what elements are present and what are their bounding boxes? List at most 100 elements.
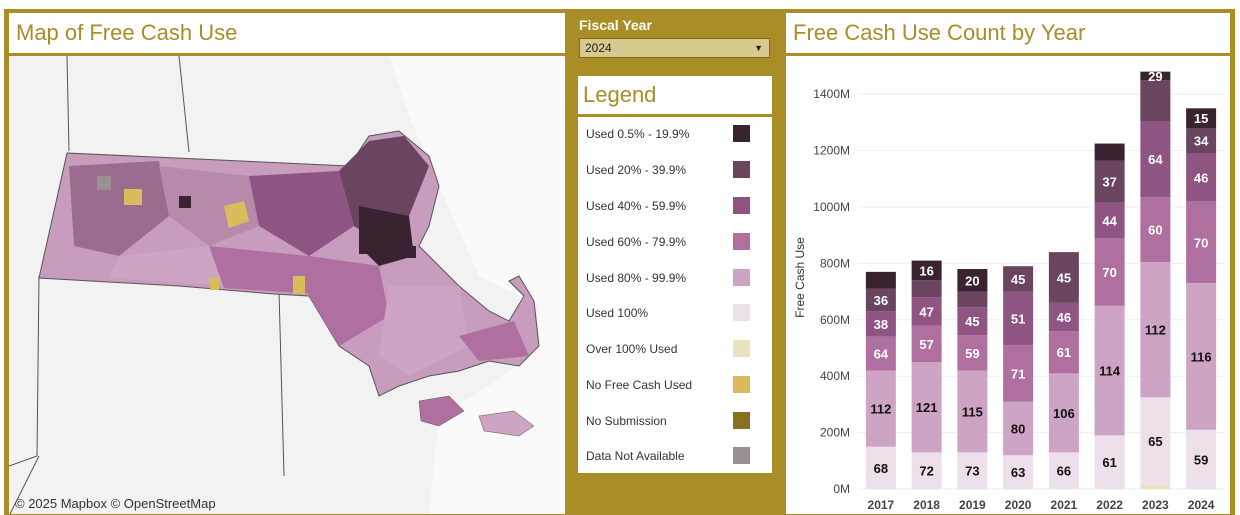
bar-segment[interactable] (957, 269, 988, 292)
bar-segment[interactable] (865, 288, 896, 312)
bar-segment[interactable] (911, 280, 942, 298)
y-tick-label: 1200M (813, 144, 850, 158)
dropdown-arrow-icon[interactable]: ▼ (754, 43, 763, 53)
data-label: 15 (1194, 111, 1208, 126)
bar-segment[interactable] (1140, 80, 1171, 121)
data-label: 115 (962, 404, 983, 419)
data-label: 29 (1148, 69, 1162, 84)
map-title: Map of Free Cash Use (9, 13, 565, 53)
y-tick-label: 800M (820, 256, 850, 270)
data-label: 37 (1102, 175, 1116, 190)
bar-segment[interactable] (1186, 128, 1217, 154)
bar-segment[interactable] (957, 291, 988, 308)
bar-chart[interactable]: 0M 200M 400M 600M 800M 1000M 1200M 1400M Free Ca… (786, 56, 1230, 514)
bar-segment[interactable] (957, 335, 988, 371)
data-label: 68 (874, 461, 888, 476)
bar-segment[interactable] (1140, 120, 1171, 198)
bar-segment[interactable] (1140, 484, 1171, 489)
fiscal-year-label: Fiscal Year (579, 17, 652, 33)
bar-segment[interactable] (1048, 373, 1079, 453)
bar-segment[interactable] (1094, 202, 1125, 239)
legend-swatch[interactable] (733, 269, 750, 286)
fiscal-year-select[interactable]: 2024 ▼ (579, 38, 770, 58)
bar-segment[interactable] (1094, 143, 1125, 161)
bar-segment[interactable] (1003, 345, 1034, 402)
bar-segment[interactable] (1048, 452, 1079, 489)
data-label: 112 (870, 402, 891, 417)
bar-segment[interactable] (1048, 331, 1079, 374)
legend-swatch[interactable] (733, 161, 750, 178)
bar-segment[interactable] (1186, 283, 1217, 430)
chart-canvas[interactable]: 0M 200M 400M 600M 800M 1000M 1200M 1400M Free Ca… (786, 56, 1230, 514)
bar-segment[interactable] (1094, 435, 1125, 489)
bar-segment[interactable] (1186, 153, 1217, 202)
data-label: 112 (1145, 323, 1166, 338)
data-label: 70 (1194, 235, 1208, 250)
bar-segment[interactable] (1186, 108, 1217, 129)
data-label: 59 (965, 346, 979, 361)
bar-segment[interactable] (1186, 201, 1217, 284)
legend-item-label: Used 60% - 79.9% (586, 235, 687, 249)
bar-segment[interactable] (911, 325, 942, 363)
bar-segment[interactable] (1003, 455, 1034, 489)
data-label: 16 (919, 263, 933, 278)
legend-swatch[interactable] (733, 304, 750, 321)
bar-segment[interactable] (911, 452, 942, 489)
data-label: 70 (1102, 265, 1116, 280)
bar-segment[interactable] (1140, 197, 1171, 262)
bar-segment[interactable] (1094, 238, 1125, 306)
bar-segment[interactable] (911, 260, 942, 281)
bar-segment[interactable] (1094, 160, 1125, 203)
data-label: 34 (1194, 134, 1209, 149)
legend-swatch[interactable] (733, 233, 750, 250)
data-label: 80 (1011, 421, 1025, 436)
bar-segment[interactable] (911, 362, 942, 453)
legend-swatch[interactable] (733, 197, 750, 214)
y-tick-label: 200M (820, 426, 850, 440)
bar-segment[interactable] (1186, 429, 1217, 489)
legend-item-label: Used 40% - 59.9% (586, 199, 687, 213)
bar-segment[interactable] (865, 336, 896, 371)
bar-segment[interactable] (865, 446, 896, 489)
y-tick-label: 400M (820, 369, 850, 383)
legend-swatch[interactable] (733, 447, 750, 464)
bar-segment[interactable] (865, 271, 896, 289)
data-label: 36 (874, 293, 888, 308)
map-canvas[interactable] (9, 56, 565, 514)
legend-swatch[interactable] (733, 412, 750, 429)
data-label: 73 (965, 464, 979, 479)
map-view[interactable]: © 2025 Mapbox © OpenStreetMap (9, 56, 565, 514)
y-axis-label: Free Cash Use (793, 237, 807, 318)
bar-segment[interactable] (1003, 291, 1034, 346)
bar-segment[interactable] (865, 311, 896, 337)
data-label: 59 (1194, 452, 1208, 467)
bar-segment[interactable] (865, 370, 896, 447)
bar-segment[interactable] (957, 370, 988, 453)
bar-segment[interactable] (1140, 397, 1171, 485)
bar-segment[interactable] (1003, 266, 1034, 292)
bar-segment[interactable] (1140, 71, 1171, 81)
bar-segment[interactable] (1048, 252, 1079, 303)
bar-segment[interactable] (1003, 401, 1034, 456)
map-attribution[interactable]: © 2025 Mapbox © OpenStreetMap (15, 496, 216, 511)
data-label: 64 (1148, 152, 1163, 167)
data-label: 60 (1148, 223, 1162, 238)
data-label: 45 (1057, 271, 1071, 286)
bar-segment[interactable] (1048, 302, 1079, 332)
legend-swatch[interactable] (733, 340, 750, 357)
x-tick-label: 2018 (913, 498, 940, 512)
bar-segment[interactable] (1094, 305, 1125, 436)
legend-swatch[interactable] (733, 376, 750, 393)
x-tick-label: 2017 (868, 498, 895, 512)
x-tick-label: 2020 (1005, 498, 1032, 512)
bar-segment[interactable] (957, 452, 988, 489)
legend-item-label: No Submission (586, 414, 667, 428)
data-label: 51 (1011, 311, 1025, 326)
bar-segment[interactable] (911, 297, 942, 326)
data-label: 63 (1011, 465, 1025, 480)
legend-swatch[interactable] (733, 125, 750, 142)
bar-segment[interactable] (957, 307, 988, 336)
data-label: 121 (916, 400, 938, 415)
data-label: 20 (965, 273, 979, 288)
bar-segment[interactable] (1140, 261, 1171, 398)
